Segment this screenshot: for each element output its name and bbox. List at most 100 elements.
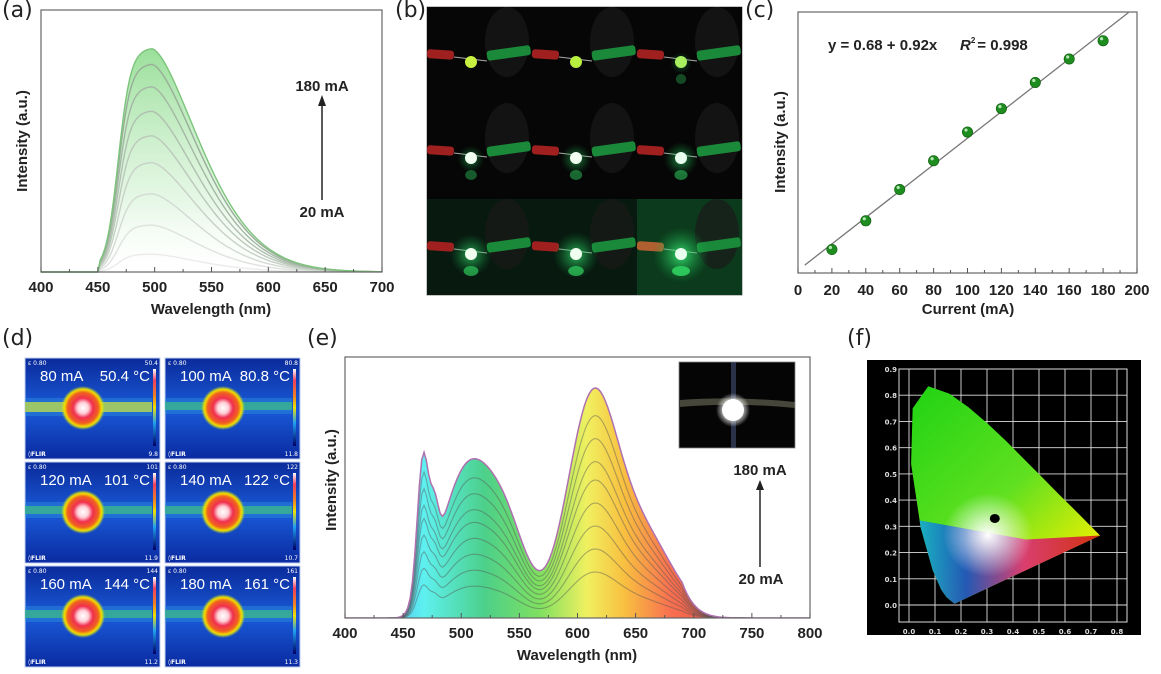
- a-area-fill: [41, 48, 382, 273]
- emissivity-label: ε 0.80: [168, 360, 187, 367]
- emissivity-label: ε 0.80: [28, 568, 47, 575]
- colorbar: [293, 369, 296, 446]
- e-xlabel: Wavelength (nm): [517, 647, 637, 664]
- a-ylabel: Intensity (a.u.): [14, 90, 31, 192]
- led-glow-icon: [465, 152, 477, 164]
- c-r2-label: R2 = 0.998: [960, 36, 1028, 54]
- thermal-temperature: 80.8 °C: [240, 368, 290, 385]
- e-xtick-label: 750: [739, 625, 764, 642]
- e-xtick-label: 600: [565, 625, 590, 642]
- c-data-point: [961, 126, 973, 138]
- e-xtick-label: 500: [449, 625, 474, 642]
- colorbar: [153, 369, 156, 446]
- c-data-point: [1097, 35, 1109, 47]
- thermal-current: 120 mA: [40, 472, 92, 489]
- c-xtick-label: 160: [1057, 282, 1082, 299]
- c-xlabel: Current (mA): [922, 301, 1015, 318]
- f-ytick-label: 0.4: [885, 497, 898, 505]
- c-xtick-label: 20: [824, 282, 841, 299]
- intensity-vs-current-chart: 0 20 40 60 80 100 120 140 160 180 200 y = 0.68 + 0…: [772, 11, 1150, 318]
- thermal-current: 80 mA: [40, 368, 83, 385]
- f-xtick-label: 0.3: [981, 628, 994, 636]
- c-fit-equation: y = 0.68 + 0.92x: [828, 37, 938, 54]
- led-photo-tile: [531, 199, 637, 295]
- colorbar-min: 10.7: [285, 555, 299, 562]
- f-ytick-label: 0.0: [885, 602, 898, 610]
- colorbar-min: 11.9: [145, 555, 159, 562]
- c-xtick-label: 60: [891, 282, 908, 299]
- led-glow-icon: [675, 56, 687, 68]
- flir-logo-icon: ◊FLIR: [28, 451, 46, 458]
- c-xtick-label: 80: [925, 282, 942, 299]
- c-point-highlight: [1066, 55, 1070, 59]
- flir-logo-icon: ◊FLIR: [28, 659, 46, 666]
- panel-label-f: (f): [847, 326, 872, 351]
- c-data-point: [1063, 53, 1075, 65]
- a-xtick-label: 550: [199, 279, 224, 296]
- a-arrow-head: [318, 95, 326, 106]
- c-point-highlight: [930, 157, 934, 161]
- led-hotspot-icon: [61, 490, 105, 534]
- f-ytick-label: 0.2: [885, 550, 898, 558]
- panel-label-d: (d): [2, 326, 34, 351]
- f-xtick-label: 0.1: [929, 628, 942, 636]
- a-x-ticks: 400 450 500 550 600 650 700: [28, 267, 395, 296]
- c-fit-line: [804, 12, 1129, 266]
- c-xtick-label: 40: [857, 282, 874, 299]
- e-annot-low: 20 mA: [738, 571, 783, 588]
- f-ytick-label: 0.8: [885, 392, 898, 400]
- thermal-tile: ε 0.80 161 11.3 ◊FLIR 180 mA 161 °C: [164, 565, 301, 668]
- e-arrow-head: [756, 480, 764, 490]
- e-xtick-label: 650: [623, 625, 648, 642]
- a-xtick-label: 600: [256, 279, 281, 296]
- emissivity-label: ε 0.80: [168, 568, 187, 575]
- c-xtick-label: 140: [1023, 282, 1048, 299]
- thermal-tile: ε 0.80 144 11.2 ◊FLIR 160 mA 144 °C: [24, 565, 161, 668]
- led-photo-tile: [531, 103, 637, 199]
- f-ytick-label: 0.3: [885, 523, 898, 531]
- c-xtick-label: 120: [989, 282, 1014, 299]
- panel-label-e: (e): [307, 326, 338, 351]
- c-point-highlight: [1032, 78, 1036, 83]
- led-hotspot-icon: [201, 386, 245, 430]
- e-annot-high: 180 mA: [733, 462, 787, 479]
- spectrum-chart-e: 400 450 500 550 600 650 700 750 800 Wavelength (…: [323, 356, 823, 664]
- thermal-image-grid: ε 0.80 50.4 9.8 ◊FLIR 80 mA 50.4 °C ε 0.80 80.8…: [24, 357, 301, 668]
- colorbar-max: 161: [287, 568, 299, 575]
- colorbar-min: 9.8: [148, 451, 158, 458]
- c-xtick-label: 100: [955, 282, 980, 299]
- colorbar: [293, 577, 296, 654]
- led-photo-tile: [531, 7, 637, 103]
- colorbar-max: 122: [287, 464, 299, 471]
- led-photo-grid: [426, 6, 743, 296]
- c-data-point: [928, 155, 940, 167]
- emissivity-label: ε 0.80: [168, 464, 187, 471]
- c-point-highlight: [862, 217, 866, 221]
- c-xtick-label: 180: [1091, 282, 1116, 299]
- led-photo-tile: [636, 7, 742, 103]
- c-data-point: [894, 183, 906, 195]
- led-glow-icon: [570, 56, 582, 68]
- colorbar-max: 101: [147, 464, 159, 471]
- c-point-highlight: [1100, 37, 1104, 41]
- c-xtick-label: 200: [1124, 282, 1149, 299]
- led-hotspot-icon: [61, 386, 105, 430]
- thermal-current: 160 mA: [40, 576, 92, 593]
- thermal-temperature: 144 °C: [104, 576, 150, 593]
- colorbar-min: 11.2: [145, 659, 159, 666]
- colorbar: [293, 473, 296, 550]
- e-xtick-label: 700: [681, 625, 706, 642]
- colorbar: [153, 577, 156, 654]
- led-photo-tile: [426, 7, 532, 103]
- thermal-temperature: 50.4 °C: [100, 368, 150, 385]
- spectrum-chart-a: 400 450 500 550 600 650 700 Wavelength (nm) In…: [14, 9, 395, 318]
- c-point-highlight: [828, 245, 833, 250]
- led-glow-icon: [570, 152, 582, 164]
- c-point-highlight: [964, 128, 968, 132]
- thermal-temperature: 161 °C: [244, 576, 290, 593]
- f-ytick-label: 0.5: [885, 471, 898, 479]
- led-photo-tile: [636, 199, 742, 295]
- a-annot-high: 180 mA: [295, 78, 349, 95]
- led-photo-tile: [426, 199, 532, 295]
